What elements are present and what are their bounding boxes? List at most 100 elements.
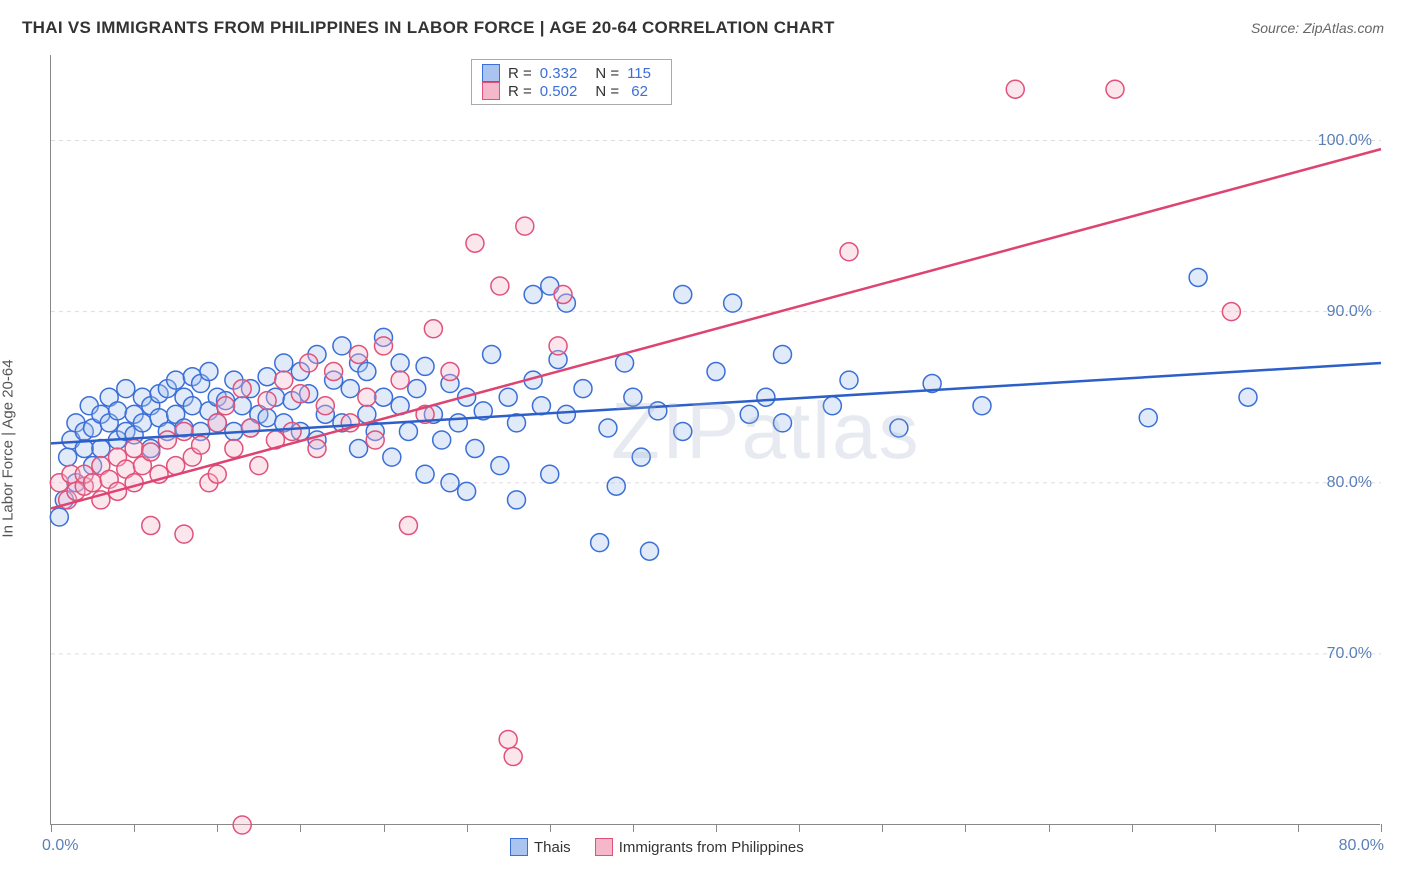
data-point: [350, 440, 368, 458]
data-point: [175, 525, 193, 543]
swatch-blue-icon: [482, 64, 500, 82]
x-tick: [633, 824, 634, 832]
data-point: [84, 474, 102, 492]
data-point: [1189, 268, 1207, 286]
x-tick: [1049, 824, 1050, 832]
data-point: [125, 440, 143, 458]
data-point: [433, 431, 451, 449]
data-point: [441, 363, 459, 381]
regression-line: [51, 149, 1381, 508]
data-point: [674, 422, 692, 440]
data-point: [707, 363, 725, 381]
data-point: [416, 357, 434, 375]
data-point: [192, 436, 210, 454]
x-tick: [1298, 824, 1299, 832]
data-point: [408, 380, 426, 398]
data-point: [674, 286, 692, 304]
data-point: [466, 234, 484, 252]
chart-title: THAI VS IMMIGRANTS FROM PHILIPPINES IN L…: [22, 18, 835, 38]
data-point: [1106, 80, 1124, 98]
x-tick: [300, 824, 301, 832]
data-point: [325, 363, 343, 381]
legend-label-philippines: Immigrants from Philippines: [619, 839, 804, 856]
r-value-philippines: 0.502: [540, 83, 578, 100]
data-point: [774, 345, 792, 363]
data-point: [242, 419, 260, 437]
data-point: [208, 414, 226, 432]
swatch-pink-icon: [482, 82, 500, 100]
data-point: [504, 748, 522, 766]
x-tick: [134, 824, 135, 832]
data-point: [109, 402, 127, 420]
data-point: [200, 363, 218, 381]
data-point: [399, 422, 417, 440]
data-point: [125, 474, 143, 492]
y-tick-label: 80.0%: [1327, 474, 1372, 492]
x-tick: [716, 824, 717, 832]
data-point: [291, 385, 309, 403]
x-tick: [384, 824, 385, 832]
data-point: [554, 286, 572, 304]
data-point: [466, 440, 484, 458]
data-point: [607, 477, 625, 495]
data-point: [142, 443, 160, 461]
data-point: [774, 414, 792, 432]
data-point: [524, 286, 542, 304]
data-point: [258, 409, 276, 427]
data-point: [350, 345, 368, 363]
data-point: [624, 388, 642, 406]
n-value-philippines: 62: [627, 83, 648, 100]
data-point: [375, 388, 393, 406]
data-point: [142, 517, 160, 535]
x-tick: [1132, 824, 1133, 832]
swatch-blue-icon: [510, 838, 528, 856]
bottom-legend: Thais Immigrants from Philippines: [510, 838, 804, 856]
data-point: [217, 397, 235, 415]
data-point: [258, 368, 276, 386]
n-value-thais: 115: [627, 65, 651, 82]
data-point: [283, 422, 301, 440]
data-point: [483, 345, 501, 363]
plot-area: ZIPatlas R = 0.332 N = 115 R = 0.502 N =…: [50, 55, 1380, 825]
data-point: [50, 508, 68, 526]
y-tick-label: 90.0%: [1327, 303, 1372, 321]
data-point: [532, 397, 550, 415]
data-point: [183, 397, 201, 415]
data-point: [366, 431, 384, 449]
data-point: [890, 419, 908, 437]
n-label: N =: [595, 65, 619, 82]
data-point: [158, 431, 176, 449]
data-point: [458, 482, 476, 500]
data-point: [557, 405, 575, 423]
data-point: [92, 440, 110, 458]
legend-item-thais: Thais: [510, 838, 571, 856]
legend-item-philippines: Immigrants from Philippines: [595, 838, 804, 856]
data-point: [275, 371, 293, 389]
data-point: [441, 474, 459, 492]
legend-label-thais: Thais: [534, 839, 571, 856]
data-point: [599, 419, 617, 437]
data-point: [424, 320, 442, 338]
x-tick: [550, 824, 551, 832]
data-point: [1006, 80, 1024, 98]
data-point: [59, 448, 77, 466]
data-point: [375, 337, 393, 355]
stats-row-philippines: R = 0.502 N = 62: [482, 82, 661, 100]
r-label: R =: [508, 83, 532, 100]
data-point: [1139, 409, 1157, 427]
data-point: [549, 337, 567, 355]
r-label: R =: [508, 65, 532, 82]
data-point: [358, 363, 376, 381]
data-point: [574, 380, 592, 398]
data-point: [823, 397, 841, 415]
data-point: [300, 354, 318, 372]
x-tick: [51, 824, 52, 832]
x-tick: [217, 824, 218, 832]
data-point: [491, 277, 509, 295]
data-point: [541, 465, 559, 483]
y-tick-label: 100.0%: [1318, 132, 1372, 150]
data-point: [208, 465, 226, 483]
data-point: [491, 457, 509, 475]
y-axis-label: In Labor Force | Age 20-64: [0, 359, 17, 537]
source-label: Source: ZipAtlas.com: [1251, 20, 1384, 36]
